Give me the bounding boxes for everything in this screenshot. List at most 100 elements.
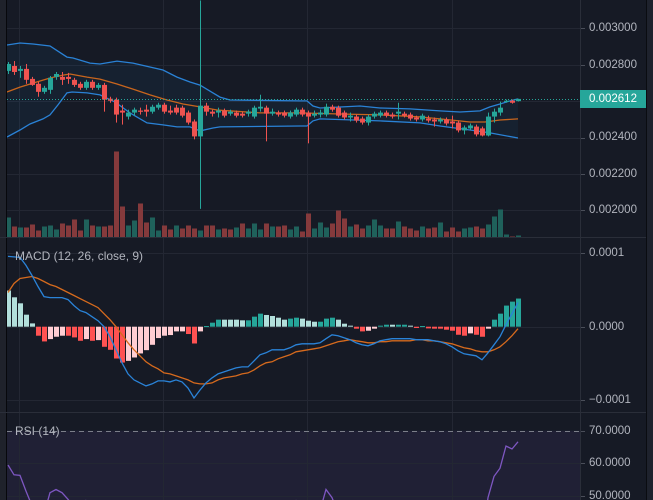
candle [456, 120, 461, 133]
macd-histogram-bar [114, 326, 119, 359]
candle-body [210, 111, 215, 114]
candle [342, 110, 347, 120]
candle-wick [170, 105, 171, 115]
macd-histogram-bar [132, 326, 137, 358]
macd-histogram-bar [372, 326, 377, 329]
candle-wick [308, 110, 309, 144]
candle [354, 114, 359, 123]
price-pane[interactable] [6, 0, 580, 237]
volume-bar [210, 225, 215, 237]
macd-histogram-bar [438, 326, 443, 329]
price-axis-label: 0.003000 [589, 22, 637, 34]
volume-bar [456, 231, 461, 237]
candle-body [24, 68, 29, 80]
candle-body [78, 83, 83, 88]
volume-bar [222, 228, 227, 237]
candle-body [318, 112, 323, 115]
volume-bar [510, 236, 515, 237]
volume-bar [396, 221, 401, 237]
volume-bar [96, 226, 101, 237]
macd-histogram-bar [270, 315, 275, 327]
candle [492, 108, 497, 123]
candle [180, 105, 185, 118]
candle [510, 99, 515, 104]
volume-bar [342, 218, 347, 237]
macd-histogram-bar [96, 326, 101, 341]
candle-body [84, 81, 89, 88]
bollinger-lower-line [7, 91, 519, 139]
candle [156, 102, 161, 110]
macd-histogram-bar [84, 326, 89, 340]
candle-body [378, 112, 383, 116]
volume-bar [84, 219, 89, 237]
volume-bar [156, 230, 161, 237]
candle-body [42, 87, 47, 92]
macd-histogram-bar [192, 326, 197, 344]
macd-legend[interactable]: MACD (12, 26, close, 9) [15, 249, 144, 263]
macd-histogram-bar [66, 326, 71, 336]
macd-histogram-bar [246, 320, 251, 327]
macd-histogram-bar [24, 314, 29, 327]
macd-histogram-bar [444, 326, 449, 330]
bollinger-upper-line [7, 42, 519, 113]
candle-body [48, 77, 53, 90]
candle-body [288, 112, 293, 117]
macd-pane[interactable] [6, 255, 521, 400]
candle [468, 123, 473, 131]
price-axis-label: 0.002800 [589, 59, 637, 71]
bollinger-band-fill [7, 43, 518, 138]
candle [48, 75, 53, 94]
candle [264, 105, 269, 142]
candle-body [138, 110, 143, 112]
volume-bar [246, 228, 251, 237]
candle-body [372, 113, 377, 117]
macd-histogram-bar [144, 326, 149, 351]
candle-body [354, 116, 359, 121]
candle-wick [260, 94, 261, 112]
candle [72, 77, 77, 87]
candle-body [90, 81, 95, 88]
candle-body [30, 78, 35, 85]
candle-body [462, 127, 467, 131]
candle [204, 102, 209, 116]
macd-histogram-bar [426, 326, 431, 329]
candle-body [126, 112, 131, 117]
volume-bar [72, 219, 77, 237]
candle [408, 112, 413, 121]
rsi-axis-label: 50.0000 [589, 490, 631, 500]
macd-histogram-bar [384, 324, 389, 327]
candle [114, 97, 119, 123]
volume-bar [198, 230, 203, 237]
candle-body [72, 79, 77, 85]
volume-bar [102, 226, 107, 237]
candle-body [234, 112, 239, 116]
candle [66, 72, 71, 84]
volume-bar [276, 226, 281, 237]
volume-bar [168, 229, 173, 237]
candle-body [156, 104, 161, 108]
candle [216, 107, 221, 118]
volume-bar [504, 234, 509, 237]
volume-bar [138, 203, 143, 237]
candle-body [366, 116, 371, 123]
volume-bar [42, 226, 47, 237]
volume-bar [498, 209, 503, 237]
macd-histogram-bar [348, 325, 353, 327]
candle-body [162, 104, 167, 112]
candle [384, 110, 389, 118]
candle [432, 117, 437, 127]
price-axis[interactable]: 0.003000 0.002800 0.002400 0.002200 0.00… [581, 0, 646, 500]
macd-histogram-bar [54, 326, 59, 337]
candle-body [120, 110, 125, 113]
candle-body [96, 84, 101, 88]
rsi-legend[interactable]: RSI (14) [15, 424, 60, 438]
grid-lines [7, 0, 585, 500]
rsi-axis-label: 60.0000 [589, 457, 631, 469]
candle-body [18, 68, 23, 71]
candle [228, 109, 233, 116]
macd-histogram-bar [216, 319, 221, 327]
rsi-pane[interactable] [7, 431, 580, 500]
macd-histogram-bar [264, 314, 269, 327]
macd-histogram-bar [498, 313, 503, 327]
